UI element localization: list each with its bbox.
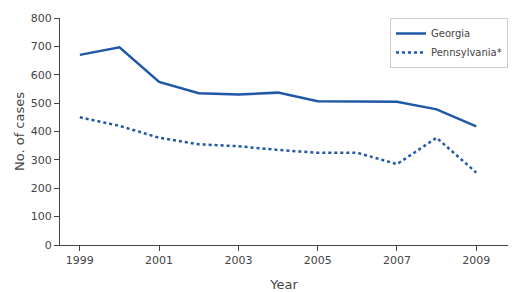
svg-text:400: 400 [31, 125, 52, 138]
svg-text:2009: 2009 [462, 254, 490, 267]
svg-text:Year: Year [269, 277, 298, 292]
svg-text:1999: 1999 [66, 254, 94, 267]
svg-text:2007: 2007 [383, 254, 411, 267]
svg-text:2001: 2001 [145, 254, 173, 267]
svg-text:200: 200 [31, 182, 52, 195]
svg-text:100: 100 [31, 210, 52, 223]
svg-text:0: 0 [45, 239, 52, 252]
svg-text:2005: 2005 [304, 254, 332, 267]
svg-text:700: 700 [31, 40, 52, 53]
svg-text:500: 500 [31, 97, 52, 110]
svg-text:800: 800 [31, 12, 52, 25]
svg-text:Pennsylvania*: Pennsylvania* [431, 47, 502, 58]
svg-text:Georgia: Georgia [431, 28, 470, 39]
svg-text:2003: 2003 [224, 254, 252, 267]
svg-text:300: 300 [31, 154, 52, 167]
svg-text:No. of cases: No. of cases [12, 92, 27, 171]
svg-text:600: 600 [31, 69, 52, 82]
